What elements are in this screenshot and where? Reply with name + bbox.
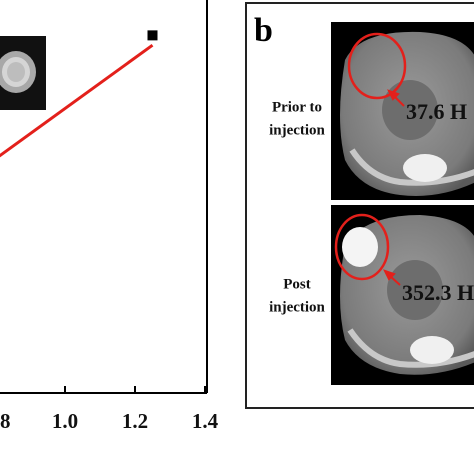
hu-value: 352.3 H bbox=[402, 280, 474, 305]
panel-border bbox=[245, 2, 474, 409]
x-axis-ticks: 8 1.0 1.2 1.4 bbox=[0, 386, 219, 433]
label: Prior to bbox=[272, 99, 322, 115]
arrows bbox=[383, 89, 405, 286]
panel-b: b Prior to injection 37.6 H Post injecti… bbox=[245, 2, 474, 409]
ct-image-bottom bbox=[331, 205, 474, 385]
ct-image-top bbox=[331, 22, 474, 200]
label: injection bbox=[269, 122, 325, 138]
label: Post bbox=[283, 276, 311, 292]
plot-area bbox=[0, 30, 158, 158]
x-tick-label: 1.0 bbox=[52, 409, 78, 433]
label: injection bbox=[269, 299, 325, 315]
hu-value: 37.6 H bbox=[406, 99, 467, 124]
fit-line bbox=[0, 43, 154, 158]
panel-letter: b bbox=[254, 12, 273, 49]
data-point bbox=[147, 30, 158, 41]
x-tick-label: 1.2 bbox=[122, 409, 148, 433]
x-tick-label: 8 bbox=[0, 409, 11, 433]
panel-a: 8 1.0 1.2 1.4 bbox=[0, 0, 219, 433]
x-tick-label: 1.4 bbox=[192, 409, 219, 433]
inset-image bbox=[0, 36, 46, 110]
